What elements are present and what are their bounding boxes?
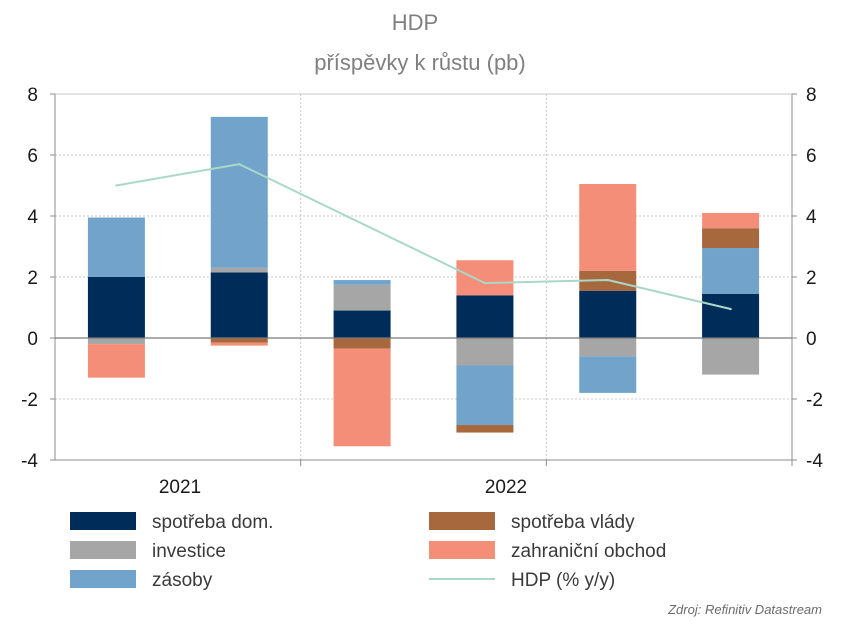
- legend-label-0: spotřeba dom.: [152, 512, 273, 533]
- bar-segment-0: [456, 295, 514, 338]
- bar-segment-4: [210, 342, 268, 346]
- y-tick-label-right: 6: [806, 146, 817, 167]
- bar-segment-3: [702, 228, 760, 249]
- legend: spotřeba dom. investice zásoby spotřeba vlá…: [70, 512, 666, 591]
- bar-segment-2: [333, 280, 391, 285]
- y-tick-label-right: -2: [806, 390, 823, 411]
- source-note: Zdroj: Refinitiv Datastream: [667, 602, 822, 617]
- axes: [50, 93, 797, 466]
- x-axis: 2021 2022: [159, 477, 527, 498]
- gdp-line-point: [483, 281, 487, 285]
- y-tick-label-right: -4: [806, 451, 823, 472]
- bar-segment-1: [87, 338, 145, 345]
- bar-segment-2: [87, 217, 145, 277]
- bar-segment-3: [456, 424, 514, 433]
- y-tick-label-left: -2: [21, 390, 38, 411]
- chart-subtitle: příspěvky k růstu (pb): [314, 50, 526, 75]
- gdp-line-point: [729, 307, 732, 311]
- gdp-line-point: [115, 184, 118, 187]
- gdp-line-path: [116, 163, 731, 310]
- gdp-line-point: [238, 162, 241, 166]
- y-axis-left: 8 6 4 2 0 -2 -4: [21, 85, 38, 472]
- bar-segment-0: [702, 293, 760, 338]
- y-tick-label-left: 2: [27, 268, 38, 289]
- bar-segment-2: [579, 356, 637, 393]
- bar-segment-0: [87, 277, 145, 338]
- legend-label-2: zásoby: [152, 570, 213, 591]
- legend-swatch-2: [70, 570, 136, 588]
- x-tick-label: 2021: [159, 477, 201, 498]
- bars: [87, 116, 760, 447]
- bar-segment-3: [210, 338, 268, 343]
- bar-segment-4: [702, 212, 760, 229]
- y-tick-label-right: 0: [806, 329, 817, 350]
- y-tick-label-left: 6: [27, 146, 38, 167]
- bar-segment-0: [210, 272, 268, 338]
- y-tick-label-right: 8: [806, 85, 817, 106]
- bar-segment-2: [702, 248, 760, 294]
- legend-swatch-1: [70, 541, 136, 559]
- bar-segment-1: [579, 338, 637, 357]
- bar-segment-1: [210, 267, 268, 273]
- gdp-line: [115, 162, 732, 311]
- y-tick-label-right: 4: [806, 207, 817, 228]
- y-tick-label-left: 4: [27, 207, 38, 228]
- y-tick-label-left: -4: [21, 451, 38, 472]
- bar-segment-0: [333, 310, 391, 338]
- legend-label-1: investice: [152, 541, 226, 562]
- gridlines: [55, 94, 792, 460]
- y-tick-label-left: 8: [27, 85, 38, 106]
- y-tick-label-left: 0: [27, 329, 38, 350]
- bar-segment-1: [333, 284, 391, 311]
- legend-swatch-0: [70, 512, 136, 530]
- legend-swatch-3: [429, 512, 495, 530]
- bar-segment-4: [456, 260, 514, 296]
- legend-label-4: zahraniční obchod: [511, 541, 666, 562]
- bar-segment-1: [702, 338, 760, 375]
- bar-segment-4: [333, 348, 391, 447]
- y-axis-right: 8 6 4 2 0 -2 -4: [806, 85, 823, 472]
- bar-segment-4: [579, 183, 637, 271]
- bar-segment-0: [579, 290, 637, 338]
- bar-segment-1: [456, 338, 514, 366]
- legend-swatch-4: [429, 541, 495, 559]
- bar-segment-3: [333, 338, 391, 349]
- legend-label-line: HDP (% y/y): [511, 570, 615, 591]
- bar-segment-2: [456, 365, 514, 425]
- bar-segment-4: [87, 344, 145, 378]
- y-tick-label-right: 2: [806, 268, 817, 289]
- gdp-line-point: [606, 278, 609, 282]
- x-tick-label: 2022: [485, 477, 527, 498]
- bar-segment-2: [210, 116, 268, 268]
- legend-label-3: spotřeba vlády: [511, 512, 635, 533]
- chart-title: HDP: [392, 10, 438, 35]
